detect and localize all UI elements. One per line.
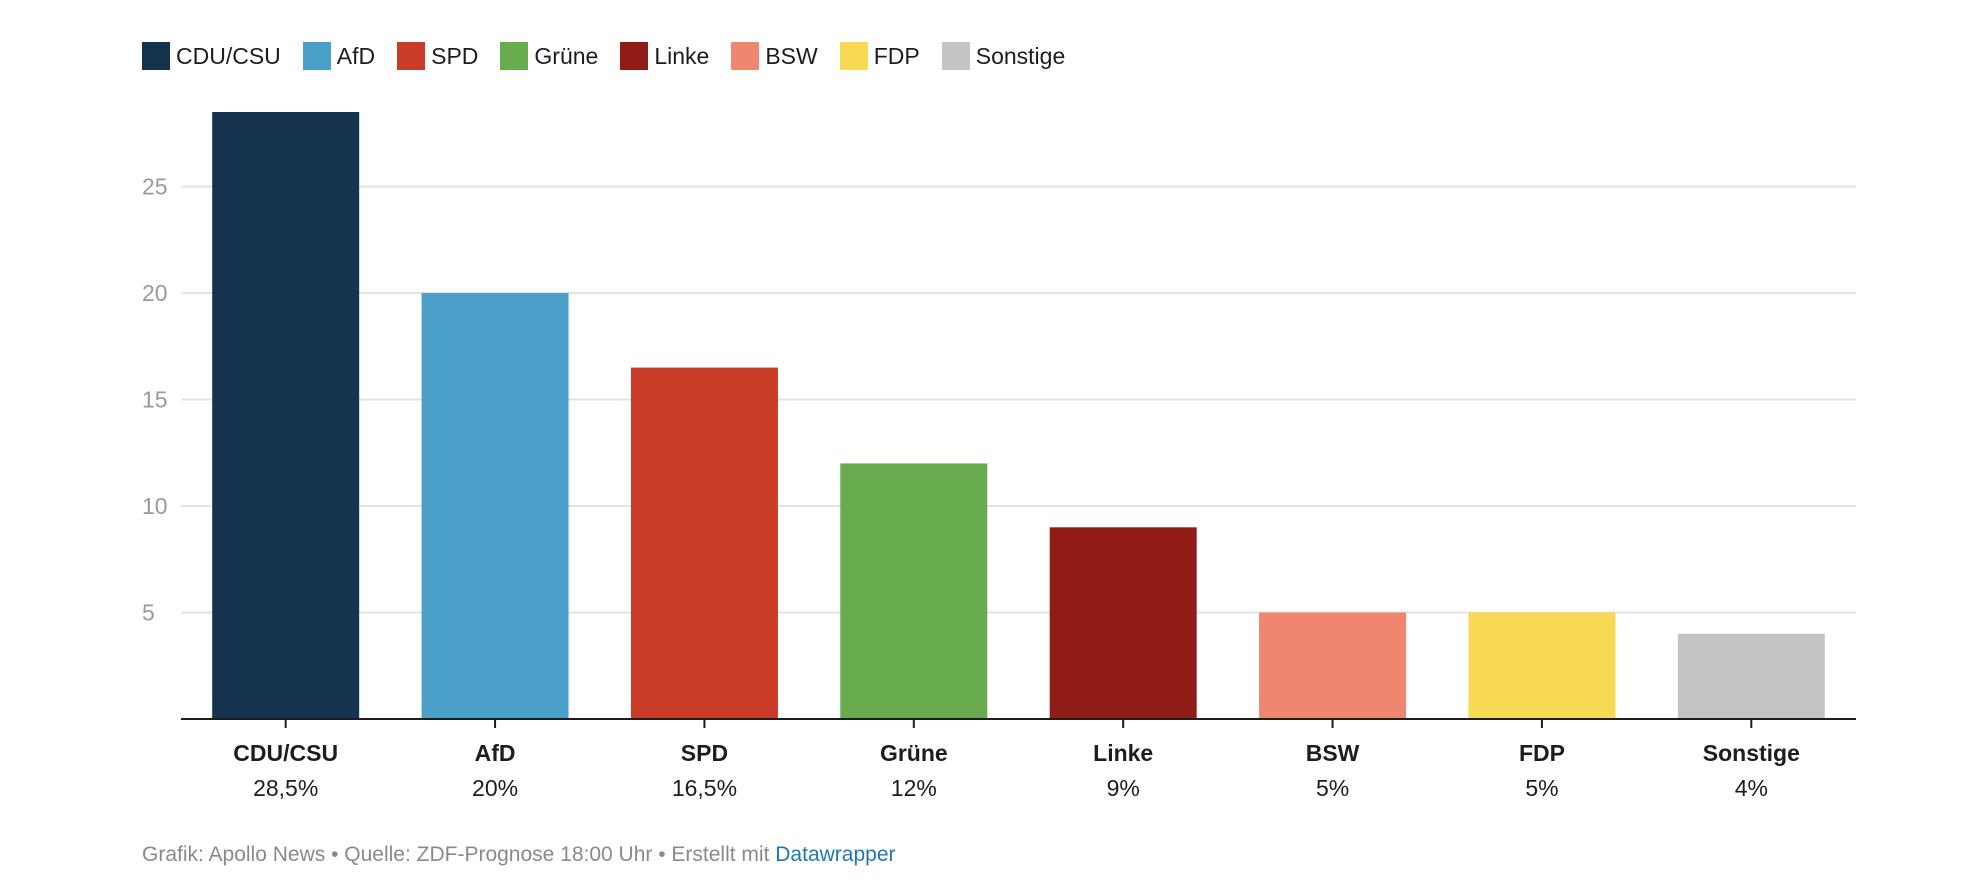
value-label: 20% [472, 775, 518, 801]
value-label: 5% [1316, 775, 1349, 801]
legend-item: Grüne [500, 40, 598, 72]
category-label: Linke [1093, 740, 1153, 766]
datawrapper-link[interactable]: Datawrapper [775, 843, 896, 866]
footer-source-text: Grafik: Apollo News • Quelle: ZDF-Progno… [142, 843, 776, 866]
legend-label: Linke [654, 43, 710, 69]
y-tick-label: 5 [142, 600, 155, 626]
legend: CDU/CSU AfD SPD Grüne Linke BSW FDP Sonstige [142, 40, 1087, 72]
legend-swatch [941, 42, 970, 70]
legend-swatch [302, 42, 331, 70]
legend-item: Sonstige [941, 40, 1066, 72]
category-label: CDU/CSU [233, 740, 338, 766]
legend-item: CDU/CSU [142, 40, 281, 72]
legend-item: SPD [397, 40, 478, 72]
value-label: 5% [1525, 775, 1558, 801]
y-tick-label: 20 [142, 280, 168, 306]
bar-chart: 5 10 15 20 25 CDU/CSU 28,5% AfD 20% SPD 16,5% Grüne… [142, 112, 1856, 801]
value-label: 4% [1735, 775, 1768, 801]
category-label: BSW [1306, 740, 1360, 766]
legend-swatch [142, 42, 170, 70]
legend-swatch [500, 42, 529, 70]
legend-swatch [839, 42, 868, 70]
category-label: Sonstige [1703, 740, 1800, 766]
value-label: 28,5% [253, 775, 318, 801]
legend-swatch [397, 42, 426, 70]
legend-swatch [731, 42, 760, 70]
category-label: FDP [1519, 740, 1565, 766]
bar [840, 463, 988, 719]
bar [630, 367, 778, 719]
legend-label: AfD [336, 43, 376, 69]
footer-credits: Grafik: Apollo News • Quelle: ZDF-Progno… [142, 843, 896, 867]
category-label: Grüne [880, 740, 948, 766]
bar [1677, 633, 1825, 719]
category-label: AfD [475, 740, 516, 766]
bar [1049, 527, 1197, 719]
legend-item: FDP [839, 40, 920, 72]
legend-label: FDP [873, 43, 920, 69]
bar [1468, 612, 1616, 719]
legend-label: BSW [765, 43, 818, 69]
legend-label: Sonstige [975, 43, 1066, 69]
legend-item: BSW [731, 40, 818, 72]
bar [421, 293, 569, 719]
legend-swatch [620, 42, 649, 70]
value-label: 12% [891, 775, 937, 801]
y-tick-label: 15 [142, 387, 168, 413]
bar [1259, 612, 1407, 719]
y-tick-label: 10 [142, 493, 168, 519]
legend-label: Grüne [534, 43, 599, 69]
bar [212, 112, 360, 719]
legend-item: Linke [620, 40, 709, 72]
legend-label: SPD [431, 43, 479, 69]
legend-label: CDU/CSU [176, 43, 281, 69]
value-label: 9% [1107, 775, 1140, 801]
value-label: 16,5% [672, 775, 737, 801]
legend-item: AfD [302, 40, 376, 72]
y-tick-label: 25 [142, 174, 168, 200]
category-label: SPD [681, 740, 728, 766]
